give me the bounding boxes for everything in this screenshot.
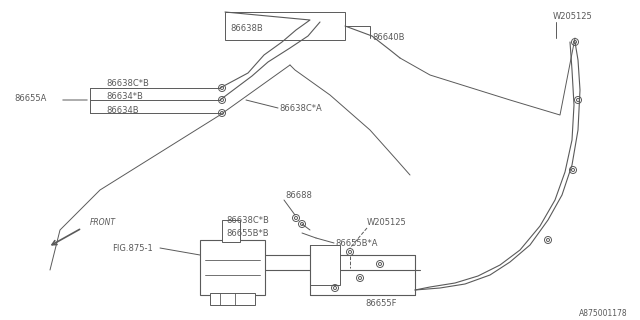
- Bar: [225, 12, 345, 40]
- Text: 86634B: 86634B: [106, 106, 139, 115]
- Text: 86638C*A: 86638C*A: [279, 103, 322, 113]
- Text: FIG.875-1: FIG.875-1: [112, 244, 153, 252]
- Text: 86638B: 86638B: [230, 23, 263, 33]
- Text: 86640B: 86640B: [372, 33, 404, 42]
- Text: 86688: 86688: [285, 190, 312, 199]
- Text: A875001178: A875001178: [579, 308, 628, 317]
- Text: 86655A: 86655A: [14, 93, 46, 102]
- Bar: [222, 220, 240, 242]
- Bar: [310, 245, 340, 285]
- Text: W205125: W205125: [367, 218, 407, 227]
- Text: 86638C*B: 86638C*B: [226, 215, 269, 225]
- Text: 86634*B: 86634*B: [106, 92, 143, 100]
- Text: W205125: W205125: [553, 12, 593, 20]
- Text: 86655B*A: 86655B*A: [335, 238, 378, 247]
- Bar: [210, 293, 255, 305]
- Text: 86638C*B: 86638C*B: [106, 78, 149, 87]
- Text: 86655B*B: 86655B*B: [226, 228, 269, 237]
- Text: FRONT: FRONT: [90, 218, 116, 227]
- Bar: [200, 240, 265, 295]
- Text: 86655F: 86655F: [365, 299, 397, 308]
